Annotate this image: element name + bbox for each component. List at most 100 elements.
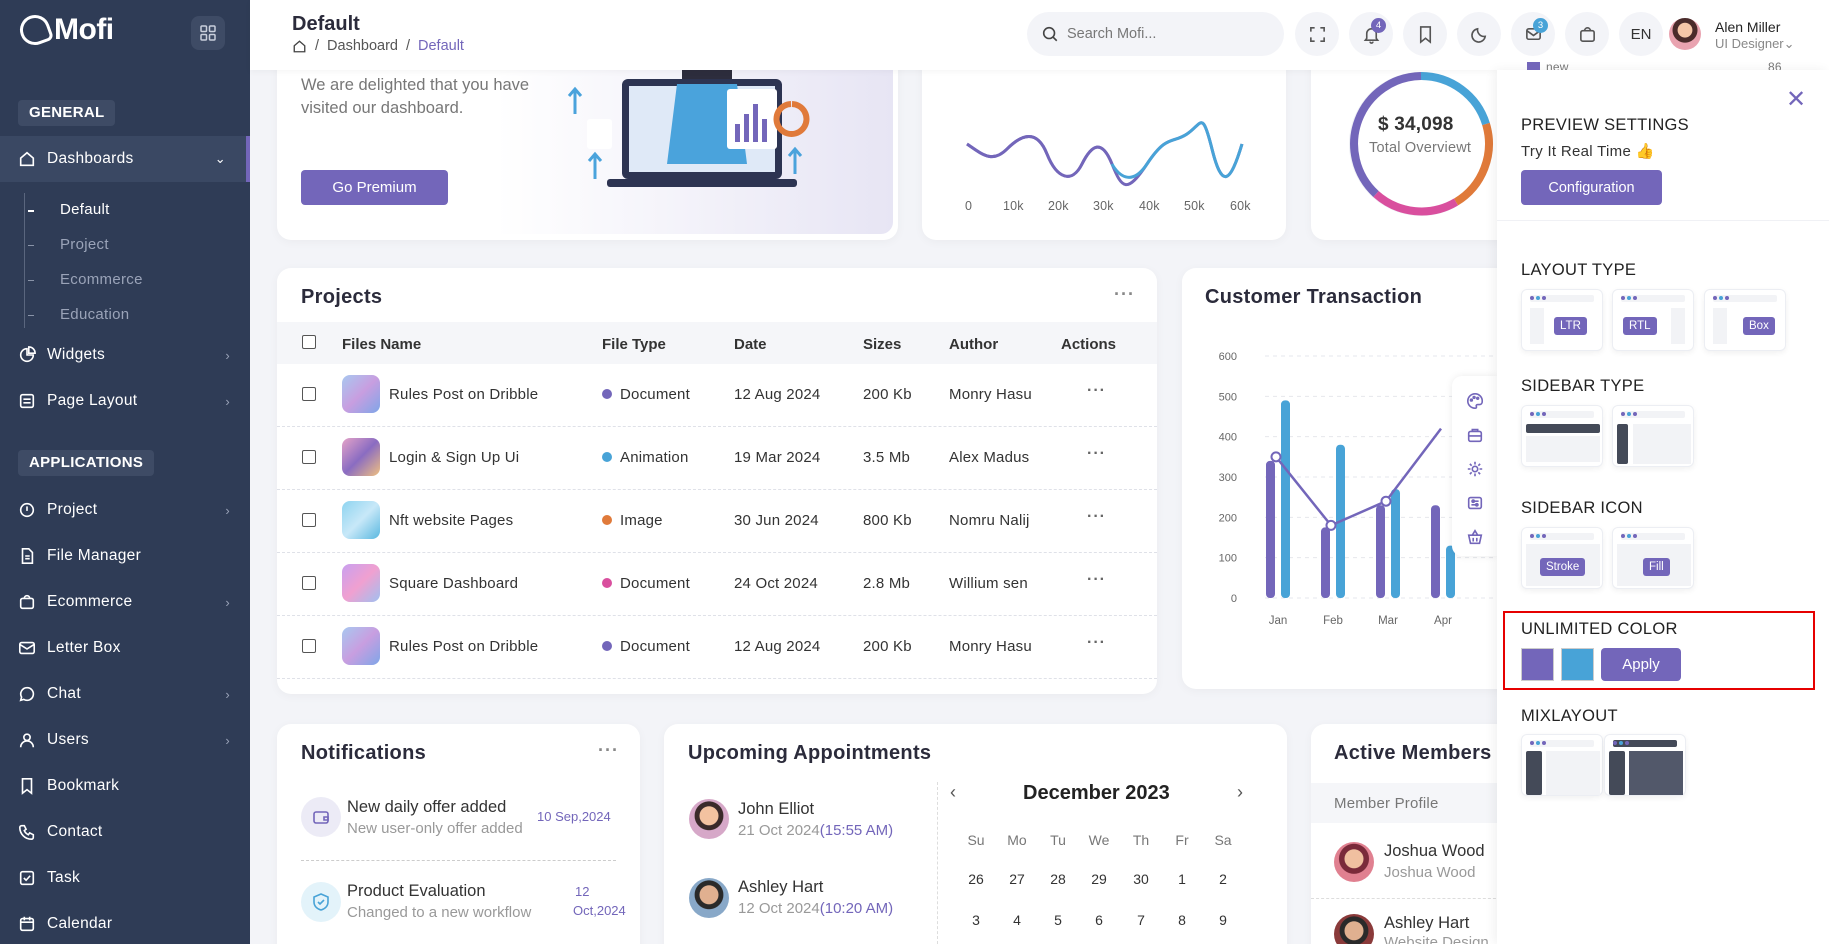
member-name[interactable]: Ashley Hart: [1384, 914, 1470, 932]
col-sizes[interactable]: Sizes: [863, 336, 902, 353]
row-actions-button[interactable]: ···: [1087, 508, 1106, 525]
col-author[interactable]: Author: [949, 336, 999, 353]
col-date[interactable]: Date: [734, 336, 767, 353]
sidebar-item-dashboards[interactable]: Dashboards ⌄: [0, 136, 250, 182]
briefcase-icon[interactable]: [1466, 426, 1484, 444]
row-checkbox[interactable]: [302, 639, 316, 653]
col-files-name[interactable]: Files Name: [342, 336, 422, 353]
sidebar-subitem-default[interactable]: Default: [60, 201, 110, 218]
bookmark-button[interactable]: [1403, 12, 1447, 56]
row-actions-button[interactable]: ···: [1087, 634, 1106, 651]
calendar-day[interactable]: 6: [1095, 912, 1103, 928]
mixlayout-dark-option[interactable]: [1604, 734, 1686, 796]
sidebar-item-page-layout[interactable]: Page Layout ›: [0, 378, 250, 424]
messages-button[interactable]: 3: [1511, 12, 1555, 56]
sidebar-subitem-education[interactable]: Education: [60, 306, 130, 323]
notifications-more-button[interactable]: ···: [598, 740, 619, 760]
close-icon[interactable]: ✕: [1786, 86, 1807, 113]
calendar-day[interactable]: 8: [1178, 912, 1186, 928]
gear-icon[interactable]: [1466, 460, 1484, 478]
sidebar-item-letter-box[interactable]: Letter Box: [0, 625, 250, 671]
file-name[interactable]: Rules Post on Dribble: [389, 638, 539, 655]
search-input[interactable]: Search Mofi...: [1027, 12, 1284, 56]
sidebar-toggle-button[interactable]: [191, 16, 225, 50]
file-date: 24 Oct 2024: [734, 575, 818, 592]
row-actions-button[interactable]: ···: [1087, 445, 1106, 462]
sidebar-item-contact[interactable]: Contact: [0, 809, 250, 855]
calendar-day[interactable]: 9: [1219, 912, 1227, 928]
sidebar-item-chat[interactable]: Chat ›: [0, 671, 250, 717]
secondary-color-swatch[interactable]: [1561, 648, 1594, 681]
row-checkbox[interactable]: [302, 576, 316, 590]
select-all-checkbox[interactable]: [302, 335, 316, 349]
row-actions-button[interactable]: ···: [1087, 382, 1106, 399]
language-selector[interactable]: EN: [1619, 12, 1663, 56]
sidebar-item-bookmark[interactable]: Bookmark: [0, 763, 250, 809]
appointment-name[interactable]: John Elliot: [738, 800, 815, 818]
calendar-day[interactable]: 2: [1219, 871, 1227, 887]
sidebar-subitem-project[interactable]: Project: [60, 236, 109, 253]
palette-icon[interactable]: [1466, 392, 1484, 410]
app-logo[interactable]: Mofi: [15, 10, 114, 50]
appointment-name[interactable]: Ashley Hart: [738, 878, 824, 896]
sidebar-subitem-ecommerce[interactable]: Ecommerce: [60, 271, 143, 288]
user-name[interactable]: Alen Miller: [1715, 19, 1781, 35]
file-name[interactable]: Nft website Pages: [389, 512, 514, 529]
calendar-day[interactable]: 28: [1050, 871, 1066, 887]
member-name[interactable]: Joshua Wood: [1384, 842, 1485, 860]
home-icon[interactable]: [292, 39, 307, 54]
fullscreen-button[interactable]: [1295, 12, 1339, 56]
chevron-right-icon: ›: [225, 393, 230, 409]
file-name[interactable]: Square Dashboard: [389, 575, 519, 592]
calendar-day[interactable]: 29: [1091, 871, 1107, 887]
row-checkbox[interactable]: [302, 450, 316, 464]
notification-title[interactable]: Product Evaluation: [347, 882, 486, 900]
row-checkbox[interactable]: [302, 513, 316, 527]
sidebar-type-horizontal-option[interactable]: [1521, 405, 1603, 467]
file-name[interactable]: Rules Post on Dribble: [389, 386, 539, 403]
sidebar-item-file-manager[interactable]: File Manager: [0, 533, 250, 579]
mixlayout-light-option[interactable]: [1521, 734, 1603, 796]
calendar-day[interactable]: 4: [1013, 912, 1021, 928]
sidebar-icon-fill-option[interactable]: Fill: [1612, 527, 1694, 589]
sidebar-icon-stroke-option[interactable]: Stroke: [1521, 527, 1603, 589]
sidebar-type-vertical-option[interactable]: [1612, 405, 1694, 467]
user-role[interactable]: UI Designer⌄: [1715, 36, 1795, 51]
sidebar-item-project[interactable]: Project ›: [0, 487, 250, 533]
calendar-day[interactable]: 7: [1137, 912, 1145, 928]
calendar-day[interactable]: 3: [972, 912, 980, 928]
calendar-next-button[interactable]: ›: [1237, 782, 1243, 802]
projects-more-button[interactable]: ···: [1114, 284, 1135, 304]
row-actions-button[interactable]: ···: [1087, 571, 1106, 588]
calendar-day[interactable]: 26: [968, 871, 984, 887]
breadcrumb-dashboard[interactable]: Dashboard: [327, 38, 398, 54]
apply-color-button[interactable]: Apply: [1601, 648, 1681, 681]
calendar-prev-button[interactable]: ‹: [950, 782, 956, 802]
calendar-day[interactable]: 27: [1009, 871, 1025, 887]
sidebar-item-widgets[interactable]: Widgets ›: [0, 332, 250, 378]
sidebar-item-users[interactable]: Users ›: [0, 717, 250, 763]
primary-color-swatch[interactable]: [1521, 648, 1554, 681]
calendar-day[interactable]: 1: [1178, 871, 1186, 887]
go-premium-button[interactable]: Go Premium: [301, 170, 448, 205]
notification-title[interactable]: New daily offer added: [347, 798, 507, 816]
cart-button[interactable]: [1565, 12, 1609, 56]
dark-mode-toggle[interactable]: [1457, 12, 1501, 56]
calendar-day[interactable]: 30: [1133, 871, 1149, 887]
sidebar-item-task[interactable]: Task: [0, 855, 250, 901]
notifications-button[interactable]: 4: [1349, 12, 1393, 56]
sidebar-item-ecommerce[interactable]: Ecommerce ›: [0, 579, 250, 625]
layout-ltr-option[interactable]: LTR: [1521, 289, 1603, 351]
user-avatar[interactable]: [1669, 18, 1701, 50]
file-name[interactable]: Login & Sign Up Ui: [389, 449, 520, 466]
row-checkbox[interactable]: [302, 387, 316, 401]
basket-icon[interactable]: [1466, 528, 1484, 546]
calendar-day[interactable]: 5: [1054, 912, 1062, 928]
configuration-button[interactable]: Configuration: [1521, 170, 1662, 205]
layout-box-option[interactable]: Box: [1704, 289, 1786, 351]
col-file-type[interactable]: File Type: [602, 336, 666, 353]
appointment-date: 12 Oct 2024(10:20 AM): [738, 900, 894, 917]
layout-rtl-option[interactable]: RTL: [1612, 289, 1694, 351]
sidebar-item-calendar[interactable]: Calendar: [0, 901, 250, 944]
sliders-icon[interactable]: [1466, 494, 1484, 512]
